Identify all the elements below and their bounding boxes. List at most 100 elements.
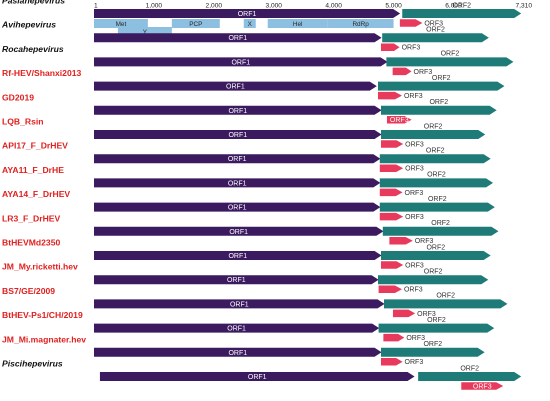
row-label: API17_F_DrHEV xyxy=(2,141,68,151)
orf2-label: ORF2 xyxy=(424,269,443,276)
orf3-label: ORF3 xyxy=(402,45,421,52)
orf1-arrow xyxy=(94,105,382,115)
orf1-label: ORF1 xyxy=(228,180,247,187)
orf1-label: ORF1 xyxy=(228,253,247,260)
orf1-arrow xyxy=(94,226,384,236)
orf3-label: ORF3 xyxy=(404,93,423,100)
genome-row: Piscihepevirus ORF1 ORF2 ORF3 xyxy=(2,359,522,390)
orf2-arrow xyxy=(418,372,522,381)
hel-domain-label: Hel xyxy=(293,21,303,28)
orf1-label: ORF1 xyxy=(228,156,247,163)
axis-tick-label: 1 xyxy=(94,3,98,10)
orf2-label: ORF2 xyxy=(428,196,447,203)
orf3-label: ORF3 xyxy=(417,311,436,318)
orf1-arrow xyxy=(94,81,377,91)
orf3-arrow xyxy=(383,333,405,342)
orf3-label: ORF3 xyxy=(404,287,423,294)
orf3-arrow xyxy=(380,358,403,366)
orf3-label: ORF3 xyxy=(390,117,409,124)
orf1-label: ORF1 xyxy=(227,326,246,333)
row-label: Avihepevirus xyxy=(1,20,56,30)
orf2-arrow xyxy=(378,323,495,333)
genome-row: LR3_F_DrHEV ORF1 ORF2 ORF3 xyxy=(2,213,499,245)
row-label: Rf-HEV/Shanxi2013 xyxy=(2,68,82,78)
orf2-label: ORF2 xyxy=(436,293,455,300)
pcp-domain xyxy=(171,19,220,28)
orf1-label: ORF1 xyxy=(248,374,267,381)
orf1-arrow xyxy=(94,275,379,285)
orf2-arrow xyxy=(377,275,489,285)
orf3-arrow xyxy=(378,285,402,293)
orf2-label: ORF2 xyxy=(426,148,445,155)
axis-tick-label: 5,000 xyxy=(385,3,402,10)
orf2-arrow xyxy=(382,226,499,236)
met-domain-label: Met xyxy=(116,21,127,28)
orf3-label: ORF3 xyxy=(405,359,424,366)
orf3-arrow xyxy=(399,19,423,27)
orf1-label: ORF1 xyxy=(229,229,248,236)
orf1-arrow xyxy=(94,323,380,333)
orf3-label: ORF3 xyxy=(415,238,434,245)
orf3-arrow xyxy=(380,140,404,148)
orf1-arrow xyxy=(94,33,382,43)
orf3-arrow xyxy=(380,261,404,269)
genome-row: AYA14_F_DrHEV ORF1 ORF2 ORF3 xyxy=(2,189,495,221)
axis-tick-label: 2,000 xyxy=(206,3,223,10)
genome-rows: PaslahepevirusORF1ORF2ORF3MetYPCPHVRXHel… xyxy=(1,0,522,390)
row-label: LQB_Rsin xyxy=(2,117,44,127)
row-label: Rocahepevirus xyxy=(2,44,64,54)
orf1-label: ORF1 xyxy=(228,350,247,357)
row-label: BtHEVMd2350 xyxy=(2,238,60,248)
genome-row: API17_F_DrHEV ORF1 ORF2 ORF3 xyxy=(2,141,491,173)
orf2-arrow xyxy=(380,347,485,357)
orf2-arrow xyxy=(377,81,505,91)
met-domain xyxy=(94,19,148,28)
orf1-arrow xyxy=(94,202,381,212)
orf1-label: ORF1 xyxy=(228,132,247,139)
orf3-label: ORF3 xyxy=(405,166,424,173)
orf1-arrow xyxy=(94,178,381,188)
orf3-label: ORF3 xyxy=(405,190,424,197)
orf1-arrow xyxy=(94,9,401,18)
orf3-label: ORF3 xyxy=(414,69,433,76)
orf2-arrow xyxy=(383,299,508,309)
orf3-label: ORF3 xyxy=(405,262,424,269)
orf1-label: ORF1 xyxy=(227,277,246,284)
axis-tick-label: 6,000 xyxy=(445,3,462,10)
genome-row: Rocahepevirus ORF1 ORF2 ORF3 xyxy=(2,44,514,76)
orf3-label: ORF3 xyxy=(406,335,425,342)
orf2-arrow xyxy=(380,251,491,260)
genome-row: BS7/GE/2009 ORF1 ORF2 ORF3 xyxy=(2,286,508,318)
orf3-label: ORF3 xyxy=(405,214,424,221)
axis-tick-label: 3,000 xyxy=(265,3,282,10)
orf2-label: ORF2 xyxy=(424,123,443,130)
orf3-arrow xyxy=(379,188,403,197)
orf3-arrow xyxy=(392,309,416,318)
genome-row: LQB_Rsin ORF1 ORF2 ORF3 xyxy=(2,117,486,148)
orf2-label: ORF2 xyxy=(460,365,479,372)
orf1-arrow xyxy=(94,347,382,357)
y-domain xyxy=(117,27,172,36)
row-label: Piscihepevirus xyxy=(2,359,63,369)
orf2-label: ORF2 xyxy=(441,51,460,58)
orf3-arrow xyxy=(379,164,404,172)
orf1-arrow xyxy=(94,154,381,164)
orf3-arrow xyxy=(377,91,402,100)
orf1-label: ORF1 xyxy=(228,205,247,212)
orf2-label: ORF2 xyxy=(426,27,445,34)
orf1-label: ORF1 xyxy=(238,11,257,18)
orf3-arrow xyxy=(392,67,412,76)
orf2-arrow xyxy=(379,202,495,212)
hel-domain xyxy=(267,19,328,28)
orf2-arrow xyxy=(380,105,497,115)
rdrp-domain xyxy=(327,19,394,28)
row-label: Paslahepevirus xyxy=(2,0,65,6)
orf3-arrow xyxy=(461,382,504,390)
